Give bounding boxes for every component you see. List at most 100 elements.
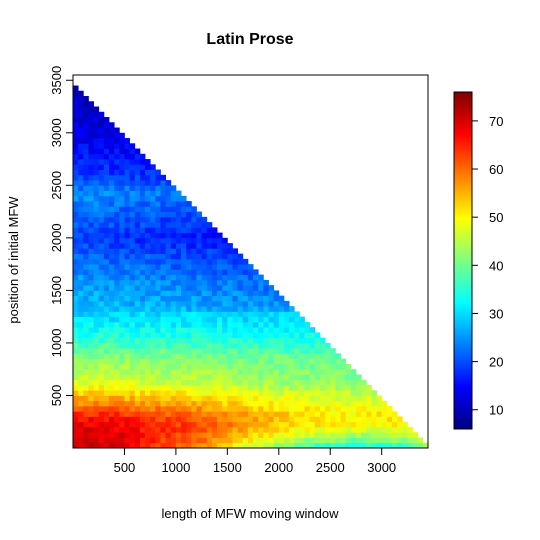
heatmap-cell [150, 190, 156, 197]
heatmap-cell [160, 206, 166, 212]
heatmap-cell [119, 153, 125, 160]
heatmap-cell [129, 353, 136, 360]
heatmap-cell [314, 411, 321, 417]
heatmap-cell [304, 358, 311, 365]
heatmap-cell [78, 384, 84, 391]
heatmap-cell [304, 442, 311, 449]
heatmap-cell [165, 264, 172, 270]
heatmap-cell [88, 327, 94, 333]
heatmap-cell [263, 285, 269, 291]
heatmap-cell [129, 426, 136, 433]
heatmap-cell [129, 416, 136, 423]
heatmap-cell [350, 384, 357, 391]
heatmap-cell [134, 232, 141, 239]
heatmap-cell [103, 159, 110, 165]
heatmap-cell [109, 384, 115, 391]
heatmap-cell [129, 348, 136, 354]
y-tick-label: 3000 [49, 118, 64, 147]
heatmap-cell [273, 290, 280, 297]
heatmap-cell [242, 342, 249, 349]
heatmap-cell [93, 321, 100, 328]
heatmap-cell [175, 353, 182, 360]
heatmap-cell [217, 411, 223, 417]
heatmap-cell [211, 279, 218, 286]
heatmap-cell [88, 127, 94, 134]
heatmap-cell [242, 290, 249, 297]
heatmap-cell [412, 437, 419, 444]
heatmap-cell [206, 285, 213, 291]
heatmap-cell [242, 405, 249, 412]
heatmap-cell [227, 400, 233, 407]
heatmap-cell [124, 363, 130, 370]
heatmap-cell [330, 411, 336, 417]
heatmap-cell [263, 306, 269, 312]
heatmap-cell [247, 311, 254, 318]
heatmap-cell [160, 337, 166, 344]
heatmap-cell [289, 311, 295, 318]
heatmap-cell [150, 390, 156, 396]
heatmap-cell [109, 337, 115, 344]
heatmap-cell [109, 258, 115, 265]
heatmap-cell [201, 295, 208, 302]
heatmap-cell [73, 285, 79, 291]
heatmap-cell [109, 222, 115, 228]
heatmap-cell [160, 300, 166, 307]
heatmap-cell [150, 442, 156, 449]
heatmap-cell [263, 290, 269, 297]
heatmap-cell [355, 421, 362, 428]
heatmap-cell [237, 384, 244, 391]
heatmap-cell [309, 411, 316, 417]
heatmap-cell [83, 222, 89, 228]
heatmap-cell [103, 348, 110, 354]
heatmap-cell [165, 405, 172, 412]
heatmap-cell [309, 369, 316, 375]
heatmap-cell [345, 405, 352, 412]
heatmap-cell [119, 290, 125, 297]
heatmap-cell [88, 337, 94, 344]
heatmap-cell [119, 358, 125, 365]
heatmap-cell [273, 426, 280, 433]
heatmap-cell [268, 311, 275, 318]
heatmap-cell [294, 316, 300, 323]
heatmap-cell [73, 90, 79, 97]
heatmap-cell [181, 348, 187, 354]
heatmap-cell [78, 337, 84, 344]
heatmap-cell [211, 285, 218, 291]
heatmap-cell [98, 442, 105, 449]
heatmap-cell [93, 342, 100, 349]
heatmap-cell [129, 395, 136, 402]
heatmap-cell [78, 127, 84, 134]
heatmap-cell [217, 432, 223, 438]
heatmap-cell [93, 269, 100, 276]
heatmap-cell [201, 363, 208, 370]
heatmap-cell [181, 421, 187, 428]
heatmap-cell [160, 201, 166, 207]
heatmap-cell [206, 290, 213, 297]
heatmap-cell [299, 395, 305, 402]
heatmap-cell [134, 279, 141, 286]
heatmap-cell [304, 405, 311, 412]
heatmap-cell [170, 216, 177, 223]
heatmap-cell [150, 348, 156, 354]
heatmap-cell [196, 269, 203, 276]
heatmap-cell [124, 148, 130, 155]
heatmap-cell [314, 374, 321, 381]
heatmap-cell [268, 374, 275, 381]
heatmap-cell [88, 421, 94, 428]
heatmap-cell [217, 342, 223, 349]
heatmap-cell [325, 390, 331, 396]
heatmap-cell [201, 227, 208, 233]
heatmap-cell [134, 153, 141, 160]
heatmap-cell [273, 342, 280, 349]
heatmap-cell [109, 269, 115, 276]
heatmap-cell [325, 379, 331, 386]
heatmap-cell [289, 353, 295, 360]
heatmap-cell [201, 442, 208, 449]
heatmap-cell [361, 416, 367, 423]
heatmap-cell [191, 390, 197, 396]
heatmap-cell [83, 195, 89, 202]
heatmap-cell [155, 237, 161, 244]
heatmap-cell [114, 316, 120, 323]
heatmap-cell [309, 363, 316, 370]
heatmap-cell [155, 379, 161, 386]
